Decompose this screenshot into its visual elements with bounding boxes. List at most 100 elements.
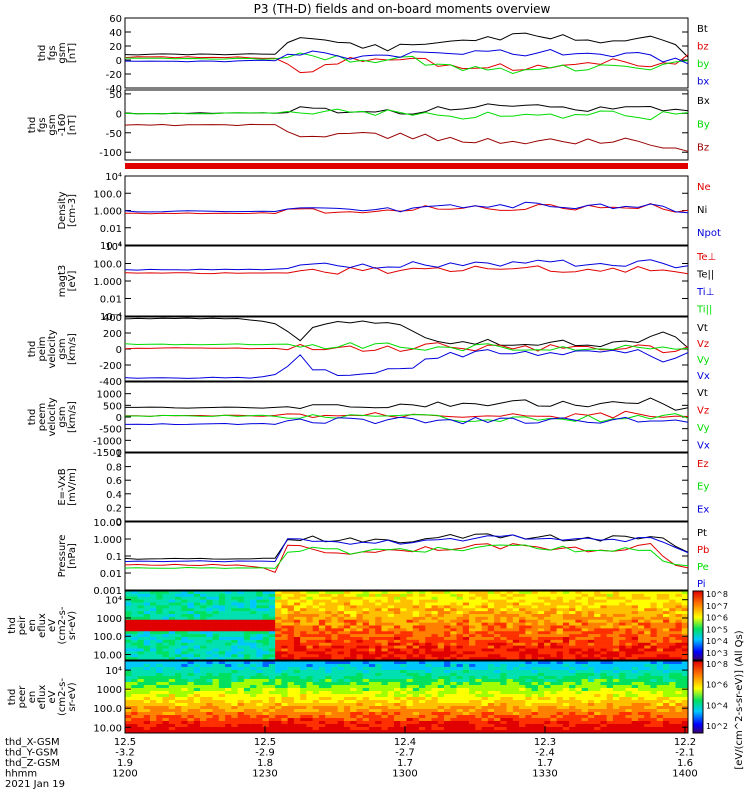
spectrogram-cell (569, 682, 576, 686)
spectrogram-cell (193, 712, 201, 716)
spectrogram-cell (318, 611, 326, 615)
spectrogram-cell (587, 645, 595, 649)
spectrogram-cell (537, 703, 545, 707)
spectrogram-cell (425, 667, 432, 671)
y-axis-label: velocity (47, 397, 58, 436)
spectrogram-cell (143, 625, 151, 629)
spectrogram-cell (318, 679, 326, 683)
spectrogram-cell (594, 645, 601, 649)
spectrogram-cell (569, 645, 576, 649)
spectrogram-cell (150, 622, 157, 626)
spectrogram-cell (275, 631, 282, 635)
spectrogram-cell (450, 648, 457, 652)
spectrogram-cell (544, 703, 551, 707)
spectrogram-cell (625, 682, 632, 686)
spectrogram-cell (393, 639, 401, 644)
spectrogram-cell (162, 596, 170, 600)
spectrogram-cell (381, 718, 389, 722)
spectrogram-cell (494, 611, 501, 615)
spectrogram-cell (550, 661, 557, 665)
spectrogram-cell (675, 712, 683, 716)
spectrogram-cell (250, 619, 257, 623)
spectrogram-cell (487, 596, 495, 600)
spectrogram-cell (212, 616, 220, 621)
spectrogram-cell (537, 661, 545, 665)
spectrogram-cell (137, 694, 145, 698)
spectrogram-cell (306, 628, 313, 632)
spectrogram-cell (612, 694, 620, 698)
spectrogram-cell (437, 703, 445, 707)
spectrogram-cell (368, 648, 376, 652)
spectrogram-cell (268, 602, 276, 606)
spectrogram-cell (175, 651, 182, 655)
spectrogram-cell (562, 694, 570, 698)
spectrogram-cell (462, 593, 470, 598)
spectrogram-cell (300, 670, 307, 674)
spectrogram-cell (162, 718, 170, 722)
spectrogram-cell (225, 694, 232, 698)
spectrogram-cell (300, 697, 307, 701)
spectrogram-cell (675, 697, 683, 701)
spectrogram-cell (300, 602, 307, 606)
spectrogram-cell (444, 661, 451, 665)
spectrogram-cell (531, 703, 539, 707)
spectrogram-cell (625, 608, 632, 612)
spectrogram-cell (381, 605, 389, 609)
y-axis-label: E=-VxB (57, 468, 68, 505)
spectrogram-cell (368, 676, 376, 680)
spectrogram-cell (612, 724, 620, 728)
spectrogram-cell (262, 619, 270, 623)
spectrogram-cell (168, 709, 176, 713)
spectrogram-cell (268, 648, 276, 652)
spectrogram-cell (143, 679, 151, 683)
spectrogram-cell (262, 645, 270, 649)
spectrogram-cell (512, 593, 520, 598)
spectrogram-cell (243, 667, 251, 671)
spectrogram-cell (619, 619, 626, 623)
spectrogram-cell (343, 697, 351, 701)
spectrogram-cell (293, 591, 301, 595)
y-axis-label: [mV/m] (67, 468, 78, 506)
spectrogram-cell (425, 679, 432, 683)
spectrogram-cell (600, 619, 607, 623)
spectrogram-cell (268, 700, 276, 704)
spectrogram-cell (419, 700, 426, 704)
spectrogram-cell (437, 616, 445, 621)
spectrogram-cell (368, 685, 376, 689)
spectrogram-cell (619, 724, 626, 728)
spectrogram-cell (456, 667, 464, 671)
spectrogram-cell (637, 688, 645, 692)
spectrogram-cell (575, 605, 582, 609)
spectrogram-cell (150, 676, 157, 680)
spectrogram-cell (281, 657, 288, 661)
spectrogram-cell (425, 637, 432, 641)
spectrogram-cell (406, 651, 414, 655)
spectrogram-cell (450, 619, 457, 623)
spectrogram-cell (312, 682, 320, 686)
spectrogram-cell (206, 651, 213, 655)
spectrogram-cell (669, 715, 676, 719)
spectrogram-cell (631, 673, 639, 677)
spectrogram-cell (494, 670, 501, 674)
spectrogram-cell (362, 709, 370, 713)
spectrogram-cell (512, 657, 520, 661)
spectrogram-cell (193, 679, 201, 683)
spectrogram-cell (562, 706, 570, 710)
spectrogram-cell (606, 727, 614, 731)
spectrogram-cell (293, 599, 301, 603)
spectrogram-cell (594, 605, 601, 609)
spectrogram-cell (531, 593, 539, 598)
spectrogram-cell (175, 608, 182, 612)
spectrogram-cell (156, 648, 163, 652)
spectrogram-cell (625, 596, 632, 600)
spectrogram-cell (362, 642, 370, 646)
spectrogram-cell (512, 634, 520, 638)
spectrogram-cell (581, 642, 589, 646)
spectrogram-cell (150, 679, 157, 683)
spectrogram-cell (262, 616, 270, 621)
spectrogram-cell (450, 599, 457, 603)
spectrogram-cell (193, 664, 201, 668)
spectrogram-cell (637, 645, 645, 649)
spectrogram-cell (425, 631, 432, 635)
panel-frame (124, 452, 689, 522)
